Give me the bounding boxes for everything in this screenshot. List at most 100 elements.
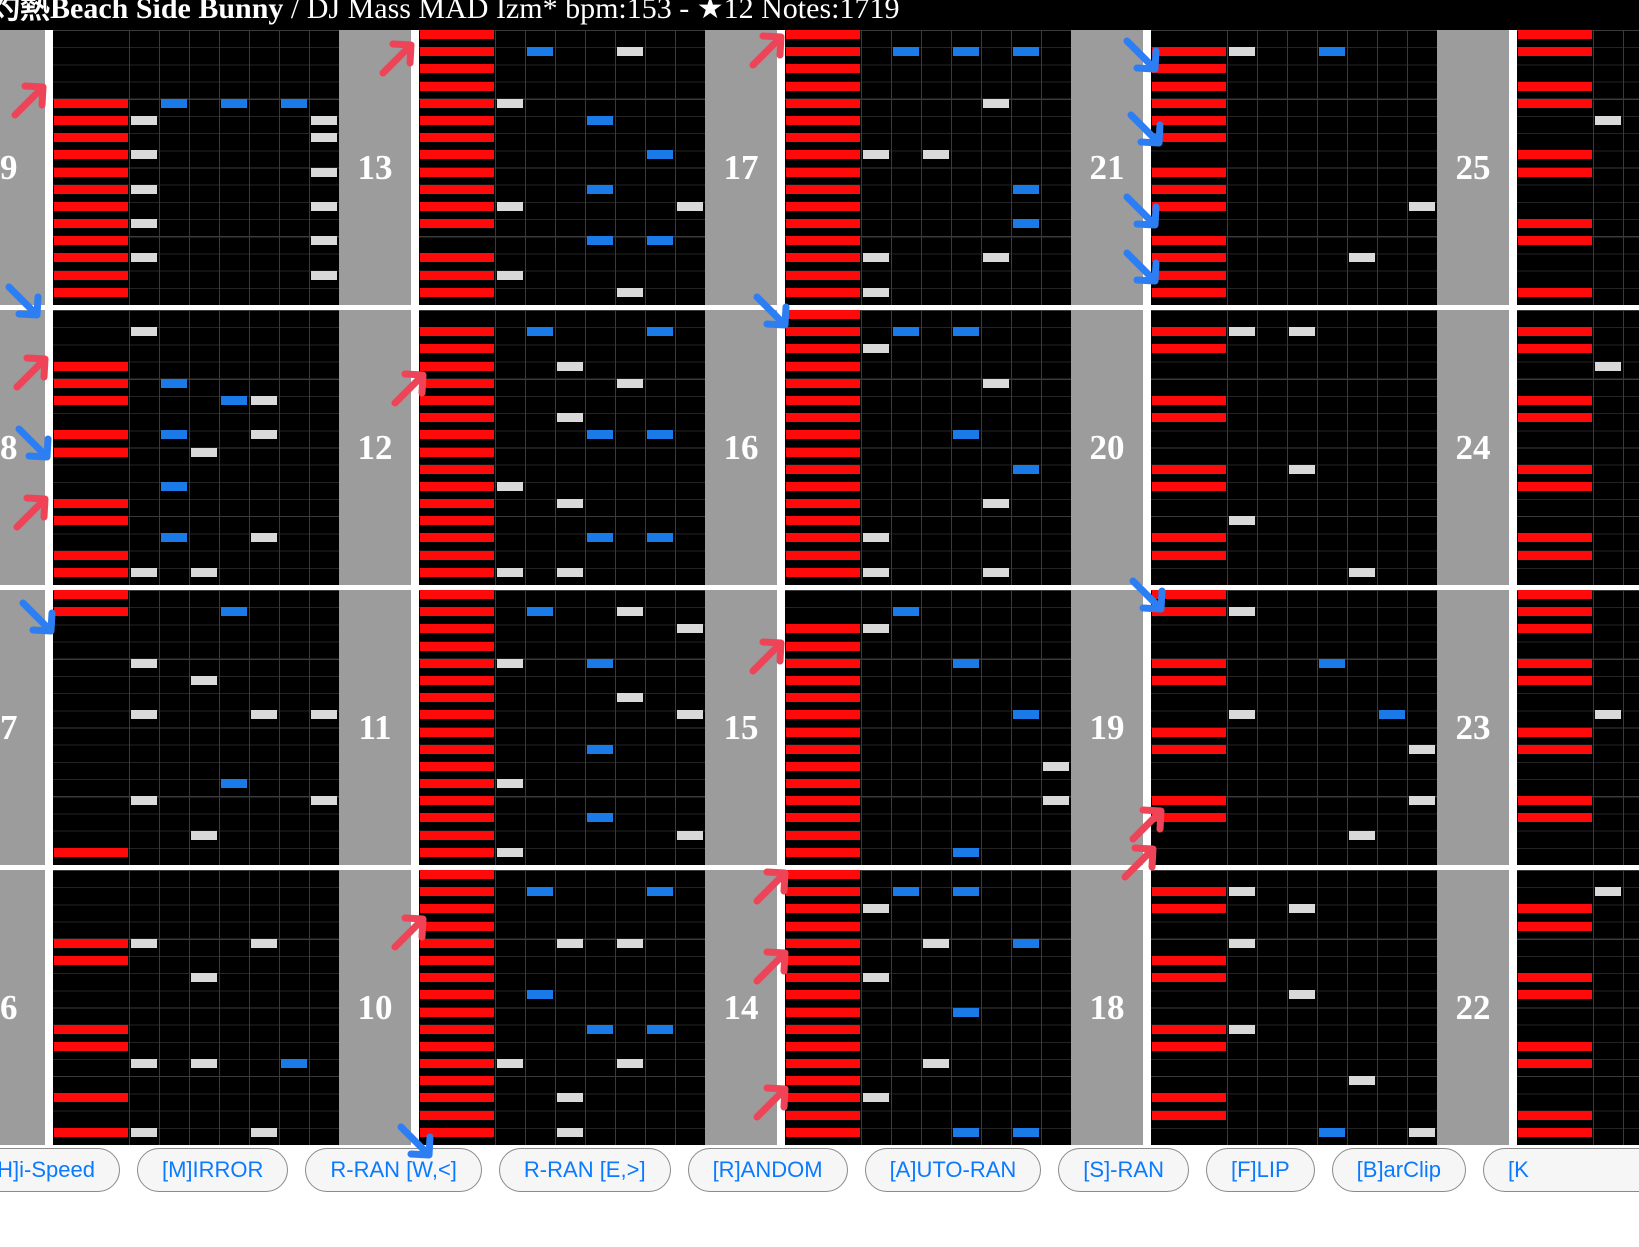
hi-speed-button[interactable]: [H]i-Speed [0, 1148, 120, 1192]
blue-note [221, 607, 247, 617]
lane-divider [249, 30, 250, 305]
lane-divider [1227, 590, 1228, 865]
blue-note [1319, 658, 1345, 668]
white-note [1595, 710, 1621, 720]
scratch-note [1518, 413, 1592, 423]
scratch-note [420, 973, 494, 983]
measure-number-strip: 22 [1437, 870, 1509, 1145]
white-note [497, 567, 523, 577]
song-title-meta: / DJ Mass MAD Izm* bpm:153 - ★12 Notes:1… [283, 0, 900, 25]
lane-divider [921, 870, 922, 1145]
scratch-note [786, 710, 860, 720]
measure-number-strip: 25 [1437, 30, 1509, 305]
lane-divider [309, 870, 310, 1145]
measure-18 [785, 870, 1071, 1145]
lane-divider [891, 870, 892, 1145]
lane-divider [1407, 30, 1408, 305]
measure-22 [1151, 870, 1437, 1145]
scratch-note [54, 253, 128, 263]
white-note [191, 447, 217, 457]
white-note [863, 904, 889, 914]
lane-divider [219, 310, 220, 585]
auto-ran-button[interactable]: [A]UTO-RAN [864, 1148, 1042, 1192]
blue-note [647, 430, 673, 440]
mirror-button[interactable]: [M]IRROR [136, 1148, 289, 1192]
blue-note [527, 607, 553, 617]
scratch-note [786, 830, 860, 840]
scratch-note [1518, 81, 1592, 91]
random-button[interactable]: [R]ANDOM [687, 1148, 848, 1192]
scratch-note [786, 464, 860, 474]
white-note [557, 1093, 583, 1103]
lane-divider [585, 30, 586, 305]
white-note [863, 567, 889, 577]
scratch-note [786, 904, 860, 914]
white-note [251, 533, 277, 543]
blue-note [161, 98, 187, 108]
scratch-note [420, 378, 494, 388]
scratch-note [1518, 796, 1592, 806]
lane-divider [495, 310, 496, 585]
scratch-note [1518, 236, 1592, 246]
measure-number: 17 [723, 147, 759, 187]
s-ran-button[interactable]: [S]-RAN [1058, 1148, 1189, 1192]
lane-divider [1287, 310, 1288, 585]
measure-number: 21 [1089, 147, 1125, 187]
scratch-note [1152, 904, 1226, 914]
r-ran-e-button[interactable]: R-RAN [E,>] [498, 1148, 671, 1192]
lane-divider [159, 30, 160, 305]
lane-divider [1011, 30, 1012, 305]
measure-number-strip: 21 [1071, 30, 1143, 305]
blue-note [587, 184, 613, 194]
lane-divider [249, 310, 250, 585]
lane-divider [1011, 590, 1012, 865]
lane-divider [189, 870, 190, 1145]
white-note [617, 287, 643, 297]
scratch-note [1152, 81, 1226, 91]
lane-divider [159, 310, 160, 585]
lane-divider [951, 590, 952, 865]
flip-button[interactable]: [F]LIP [1205, 1148, 1315, 1192]
scratch-note [420, 761, 494, 771]
blue-note [221, 395, 247, 405]
lane-divider [675, 30, 676, 305]
lane-divider [1317, 310, 1318, 585]
white-note [311, 167, 337, 177]
measure-number: 12 [357, 427, 393, 467]
k-button[interactable]: [K [1483, 1148, 1639, 1192]
lane-divider [981, 310, 982, 585]
scratch-note [1518, 658, 1592, 668]
scratch-note [420, 550, 494, 560]
measure-number-strip: 14 [705, 870, 777, 1145]
scratch-note [420, 47, 494, 57]
lane-divider [219, 590, 220, 865]
barclip-button[interactable]: [B]arClip [1331, 1148, 1467, 1192]
scratch-note [420, 1041, 494, 1051]
white-note [131, 710, 157, 720]
white-note [1349, 1076, 1375, 1086]
blue-note [893, 887, 919, 897]
white-note [923, 150, 949, 160]
blue-note [953, 47, 979, 57]
blue-note [587, 533, 613, 543]
lane-divider [891, 590, 892, 865]
measure-14 [419, 870, 705, 1145]
scratch-note [420, 847, 494, 857]
measure-21 [785, 30, 1071, 305]
r-ran-w-button[interactable]: R-RAN [W,<] [305, 1148, 482, 1192]
scratch-note [420, 658, 494, 668]
measure-number: 20 [1089, 427, 1125, 467]
scratch-note [1152, 133, 1226, 143]
measure-number-strip: 6 [0, 870, 45, 1145]
blue-note [527, 887, 553, 897]
measure-number-strip: 23 [1437, 590, 1509, 865]
scratch-note [420, 64, 494, 74]
scratch-note [54, 115, 128, 125]
white-note [923, 938, 949, 948]
white-note [617, 378, 643, 388]
scratch-note [786, 1127, 860, 1137]
blue-note [161, 533, 187, 543]
scratch-note [54, 395, 128, 405]
scratch-note [1518, 675, 1592, 685]
scratch-note [420, 81, 494, 91]
